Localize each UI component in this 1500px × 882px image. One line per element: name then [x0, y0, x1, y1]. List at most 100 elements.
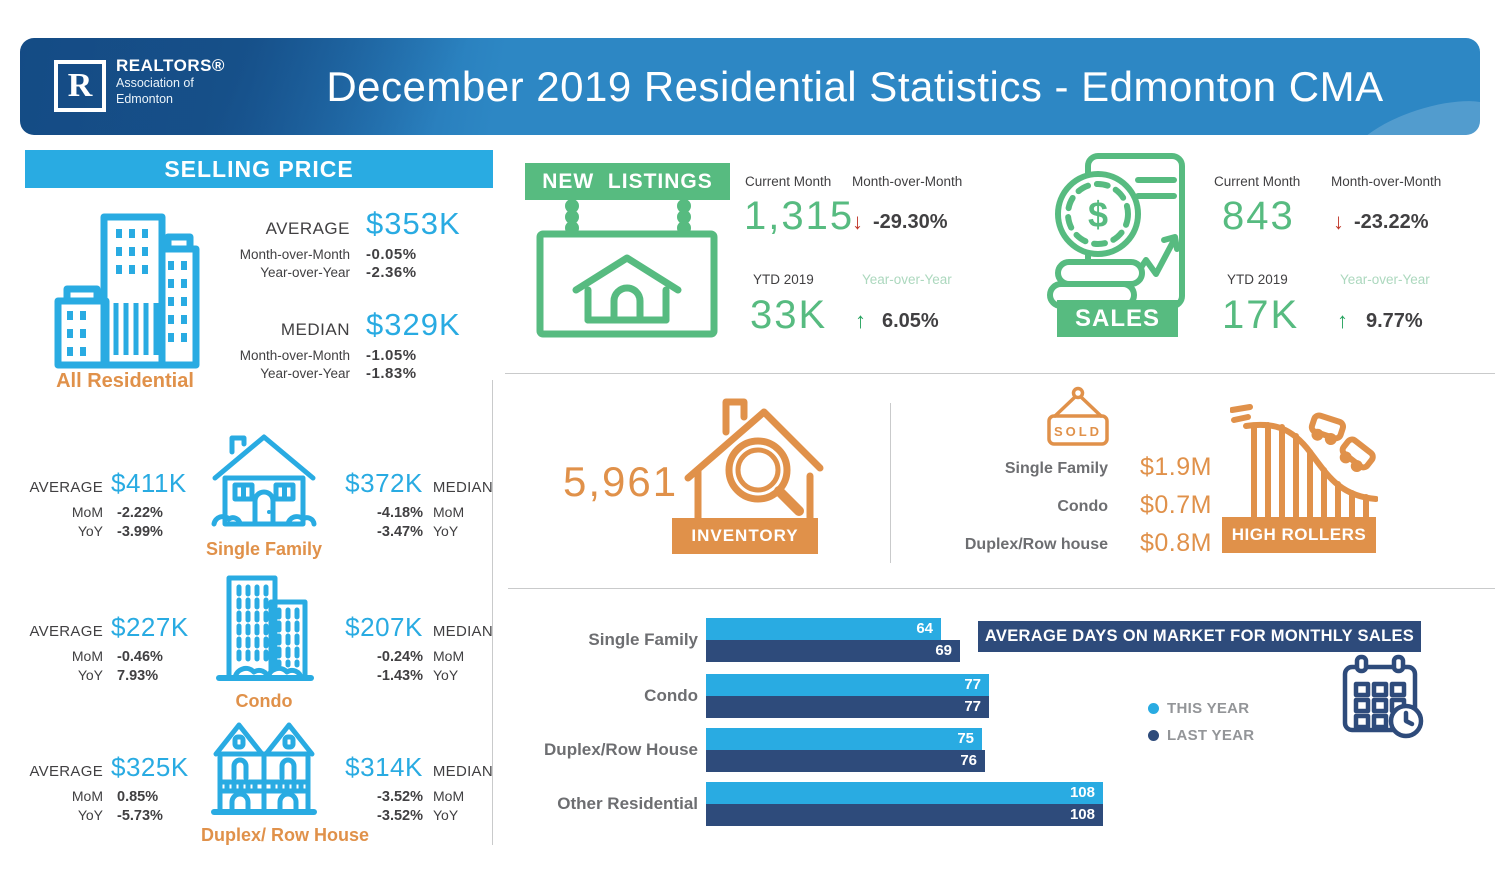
duplex-icon-block: Duplex/ Row House [201, 712, 369, 846]
mom-label: MoM [71, 788, 103, 804]
condo-median: $207K MEDIAN -0.24% MoM -1.43% YoY [331, 612, 493, 684]
logo-text: REALTORS® Association of Edmonton [116, 56, 225, 107]
condo-average: AVERAGE $227K MoM -0.46% YoY 7.93% [25, 612, 197, 684]
high-rollers-banner: HIGH ROLLERS [1222, 517, 1376, 553]
nl-mom-label: Month-over-Month [852, 174, 963, 189]
duplex-houses-icon [211, 722, 317, 815]
bar-last-year: 69 [706, 640, 960, 662]
new-listings-sign-icon [536, 199, 718, 338]
condo-label: Condo [235, 691, 293, 711]
all-residential-stats: AVERAGE $353K Month-over-Month -0.05% Ye… [218, 206, 480, 382]
top-section-divider [505, 373, 1495, 374]
yoy-label: Year-over-Year [260, 366, 350, 381]
nl-ytd-label: YTD 2019 [753, 272, 814, 287]
bar-value-label: 77 [964, 698, 981, 715]
nl-yoy-value: 6.05% [882, 309, 939, 332]
bar-last-year: 77 [706, 696, 989, 718]
hr-single-family-label: Single Family [1004, 460, 1108, 477]
bar-last-year: 108 [706, 804, 1103, 826]
sales-yoy-delta: ↑ 9.77% [1337, 308, 1423, 334]
bar-category-label: Duplex/Row House [544, 740, 698, 759]
mom-value: 0.85% [117, 789, 159, 805]
average-label: AVERAGE [29, 763, 103, 780]
nl-current-month-label: Current Month [745, 174, 832, 189]
yoy-value: -5.73% [117, 808, 163, 824]
yoy-label: YoY [77, 523, 103, 539]
roller-coaster-icon [1230, 404, 1378, 521]
sales-yoy-value: 9.77% [1366, 309, 1423, 332]
yoy-value: 7.93% [117, 668, 159, 684]
yoy-label: Year-over-Year [260, 265, 350, 280]
legend-this-year: THIS YEAR [1148, 700, 1249, 717]
mom-value: -2.22% [117, 505, 163, 521]
nl-mom-delta: ↓ -29.30% [852, 209, 948, 235]
single-family-label: Single Family [205, 539, 323, 559]
mom-value: -0.05% [366, 246, 417, 263]
bar-this-year: 64 [706, 618, 941, 640]
condo-towers-icon [216, 575, 314, 681]
yoy-label: YoY [77, 807, 103, 823]
duplex-row: AVERAGE $325K MoM 0.85% YoY -5.73% [25, 712, 493, 857]
median-value: $329K [366, 307, 461, 342]
hr-condo-value: $0.7M [1140, 491, 1212, 519]
yoy-label: YoY [433, 667, 459, 683]
single-family-row: AVERAGE $411K MoM -2.22% YoY -3.99% Single … [25, 428, 493, 573]
average-value: $325K [111, 752, 189, 782]
bar-value-label: 108 [1069, 784, 1095, 801]
sold-sign-text: SOLD [1054, 424, 1102, 439]
bar-value-label: 69 [935, 642, 952, 659]
single-family-icon-block: Single Family [201, 428, 327, 560]
condo-row: AVERAGE $227K MoM -0.46% YoY 7.93% [25, 572, 493, 717]
all-residential-label: All Residential [56, 370, 194, 392]
mom-label: Month-over-Month [239, 247, 350, 262]
yoy-label: YoY [433, 807, 459, 823]
sales-yoy-label: Year-over-Year [1340, 272, 1430, 287]
bar-category-label: Other Residential [557, 794, 698, 813]
yoy-value: -3.47% [377, 524, 423, 540]
average-value: $353K [366, 206, 461, 241]
sales-mom-delta: ↓ -23.22% [1333, 209, 1429, 235]
hr-single-family-value: $1.9M [1140, 453, 1212, 481]
median-value: $207K [345, 612, 423, 642]
bar-value-label: 108 [1069, 806, 1095, 823]
inventory-count: 5,961 [563, 458, 679, 505]
sales-current-month-value: 843 [1222, 194, 1295, 238]
sales-ytd-value: 17K [1222, 293, 1300, 337]
inventory-house-search-icon [684, 398, 824, 522]
yoy-value: -3.99% [117, 524, 163, 540]
mom-value: -3.52% [377, 789, 423, 805]
bar-value-label: 76 [960, 752, 977, 769]
arrow-up-icon: ↑ [855, 308, 866, 333]
bar-category-label: Condo [644, 686, 698, 705]
bar-this-year: 77 [706, 674, 989, 696]
yoy-value: -1.83% [366, 365, 417, 382]
arrow-up-icon: ↑ [1337, 308, 1348, 333]
last-year-dot-icon [1148, 730, 1159, 741]
median-label: MEDIAN [432, 763, 493, 780]
this-year-label: THIS YEAR [1167, 700, 1250, 717]
nl-yoy-label: Year-over-Year [862, 272, 952, 287]
yoy-label: YoY [433, 523, 459, 539]
duplex-average: AVERAGE $325K MoM 0.85% YoY -5.73% [25, 752, 197, 824]
mom-label: Month-over-Month [239, 348, 350, 363]
page-title: December 2019 Residential Statistics - E… [326, 62, 1384, 110]
hr-duplex-value: $0.8M [1140, 529, 1212, 557]
mom-value: -0.24% [377, 649, 423, 665]
yoy-label: YoY [77, 667, 103, 683]
bar-value-label: 75 [957, 730, 974, 747]
median-value: $372K [345, 468, 423, 498]
yoy-value: -3.52% [377, 808, 423, 824]
this-year-dot-icon [1148, 703, 1159, 714]
bar-this-year: 108 [706, 782, 1103, 804]
arrow-down-icon: ↓ [852, 209, 863, 234]
average-label: AVERAGE [265, 219, 350, 238]
mom-label: MoM [71, 648, 103, 664]
mom-label: MoM [433, 504, 465, 520]
bar-this-year: 75 [706, 728, 982, 750]
mom-label: MoM [71, 504, 103, 520]
chart-title: AVERAGE DAYS ON MARKET FOR MONTHLY SALES [978, 621, 1421, 652]
bar-last-year: 76 [706, 750, 985, 772]
median-value: $314K [345, 752, 423, 782]
left-column-divider [492, 380, 493, 845]
